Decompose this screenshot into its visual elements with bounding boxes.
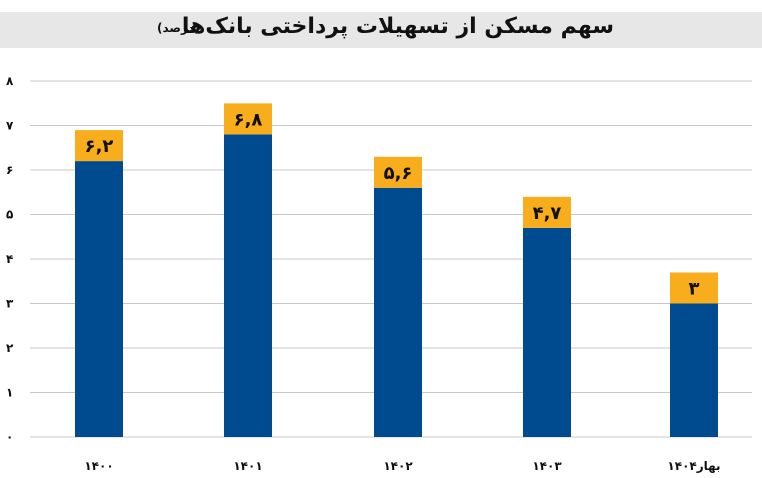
chart-subtitle: (درصد) (157, 21, 200, 35)
data-label-box (523, 196, 571, 228)
data-label: ۴,۷ (533, 203, 562, 224)
bar (523, 227, 571, 437)
y-tick-label: ۰ (6, 430, 13, 444)
data-label: ۳ (689, 279, 700, 300)
y-tick-label: ۸ (6, 74, 14, 88)
data-label-box (224, 103, 272, 135)
bar (224, 134, 272, 437)
x-tick-label: ۱۴۰۳ (532, 459, 562, 473)
data-label: ۶,۸ (234, 109, 263, 130)
x-tick-label: ۱۴۰۲ (383, 459, 413, 473)
bars: ۶,۲ ۶,۸ ۵,۶ ۴,۷ ۳ (75, 103, 718, 437)
y-axis: ۰ ۱ ۲ ۳ ۴ ۵ ۶ ۷ ۸ (6, 74, 14, 444)
x-tick-label: ۱۴۰۱ (233, 459, 262, 473)
bar (670, 303, 718, 437)
y-tick-label: ۱ (6, 386, 13, 400)
data-label: ۵,۶ (384, 163, 413, 184)
y-tick-label: ۳ (6, 297, 14, 311)
y-tick-label: ۵ (6, 208, 13, 222)
x-tick-label: ۱۴۰۰ (84, 459, 113, 473)
x-axis: ۱۴۰۰ ۱۴۰۱ ۱۴۰۲ ۱۴۰۳ بهار۱۴۰۴ (84, 459, 720, 473)
data-label-box (374, 156, 422, 188)
bar (75, 161, 123, 437)
y-tick-label: ۲ (6, 341, 14, 355)
data-label-box (670, 272, 718, 304)
bar (374, 187, 422, 437)
x-tick-label: بهار۱۴۰۴ (667, 459, 720, 473)
chart-title: سهم مسکن از تسهیلات پرداختی بانک‌ها (181, 14, 614, 39)
y-tick-label: ۷ (6, 119, 14, 133)
y-tick-label: ۶ (6, 163, 13, 177)
title-bar (0, 12, 762, 48)
data-label: ۶,۲ (85, 136, 114, 157)
data-label-box (75, 130, 123, 162)
y-tick-label: ۴ (6, 252, 13, 266)
